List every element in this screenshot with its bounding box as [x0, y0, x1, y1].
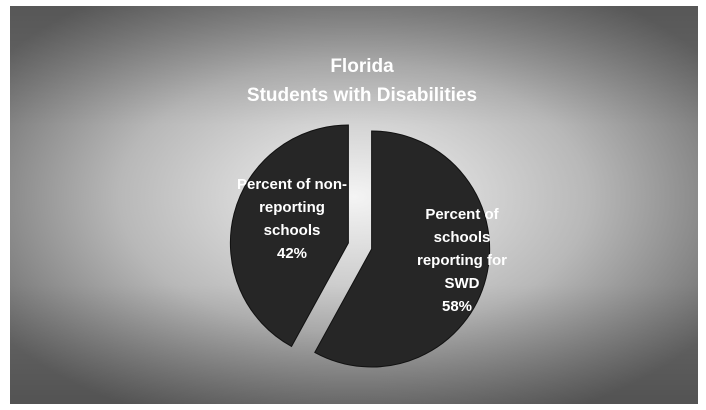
chart-title-line-1: Florida	[330, 56, 394, 77]
chart-title: Florida Students with Disabilities	[247, 56, 477, 106]
slice-label-non-reporting: Percent of non- reporting schools 42%	[237, 176, 347, 262]
slice-label-reporting-value: 58%	[442, 298, 472, 315]
slice-label-reporting: Percent of schools reporting for SWD 58%	[417, 206, 507, 315]
slice-label-non-reporting-value: 42%	[277, 245, 307, 262]
slice-label-reporting-line-1: Percent of	[425, 206, 499, 223]
slice-label-non-reporting-line-2: reporting	[259, 199, 325, 216]
slice-label-reporting-line-2: schools	[434, 229, 491, 246]
chart-title-line-2: Students with Disabilities	[247, 85, 477, 106]
pie-slice-non-reporting	[229, 124, 349, 348]
pie-slice-reporting	[314, 130, 491, 368]
slice-label-reporting-line-3: reporting for	[417, 252, 507, 269]
slice-label-non-reporting-line-3: schools	[264, 222, 321, 239]
slice-label-reporting-line-4: SWD	[445, 275, 480, 292]
pie-chart: Florida Students with Disabilities Perce…	[10, 6, 698, 404]
slices-layer	[229, 124, 491, 368]
chart-area: Florida Students with Disabilities Perce…	[10, 6, 698, 404]
slice-label-non-reporting-line-1: Percent of non-	[237, 176, 347, 193]
